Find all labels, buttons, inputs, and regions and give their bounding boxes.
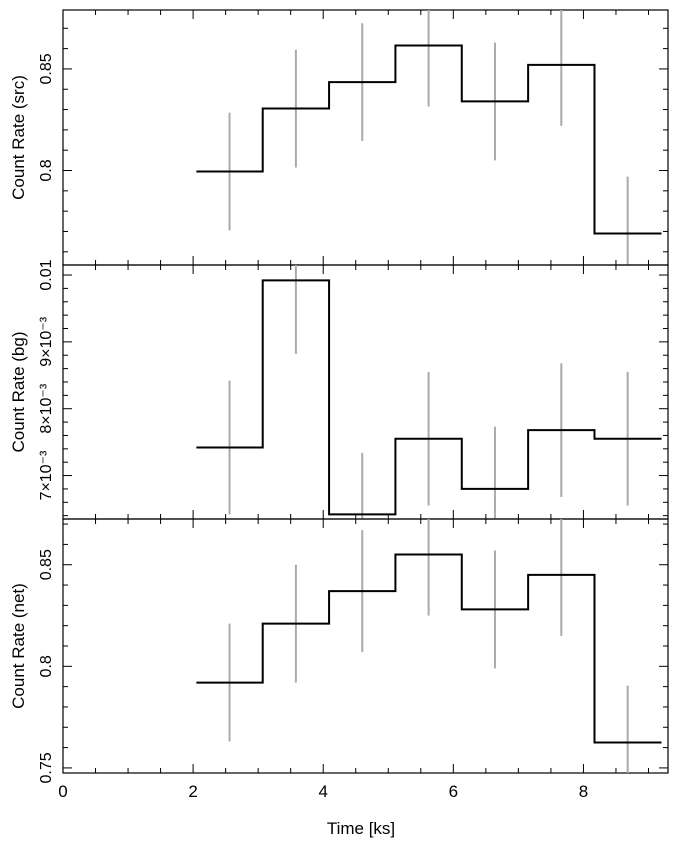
y-tick-label: 0.01 [38,259,55,290]
panel-frame [62,518,669,774]
x-axis-label: Time [ks] [327,819,395,838]
panels: 0.8 0.85 Count Rate (src) 7×10⁻³ 8×10⁻³ 9×10⁻… [9,9,669,801]
series-net [196,519,662,773]
y-tick-label: 0.75 [38,752,55,783]
series-src [196,10,662,265]
x-tick-label: 2 [188,782,197,801]
step-line [196,279,662,516]
x-tick-label: 4 [318,782,327,801]
y-tick-label: 0.8 [38,655,55,677]
panel-frame [62,264,669,520]
panel-bg: 7×10⁻³ 8×10⁻³ 9×10⁻³ 0.01 Count Rate (bg) [9,259,669,520]
y-tick-label: 9×10⁻³ [38,316,55,366]
y-axis-label: Count Rate (net) [9,583,28,709]
y-tick-label: 0.85 [38,53,55,84]
panel-frame [62,9,669,266]
panel-src: 0.8 0.85 Count Rate (src) [9,9,669,266]
y-tick-label: 0.85 [38,549,55,580]
x-tick-label: 6 [449,782,458,801]
y-axis-label: Count Rate (bg) [9,332,28,453]
y-tick-label: 0.8 [38,159,55,181]
step-line [196,553,662,744]
y-tick-label: 8×10⁻³ [38,383,55,433]
x-tick-label: 0 [58,782,67,801]
step-line [196,44,662,235]
y-tick-label: 7×10⁻³ [38,450,55,500]
panel-net: 0 2 4 6 8 0.75 0.8 0.85 Count Rate (net) [9,518,669,801]
series-bg [196,265,662,519]
x-tick-label: 8 [579,782,588,801]
y-axis-label: Count Rate (src) [9,75,28,200]
